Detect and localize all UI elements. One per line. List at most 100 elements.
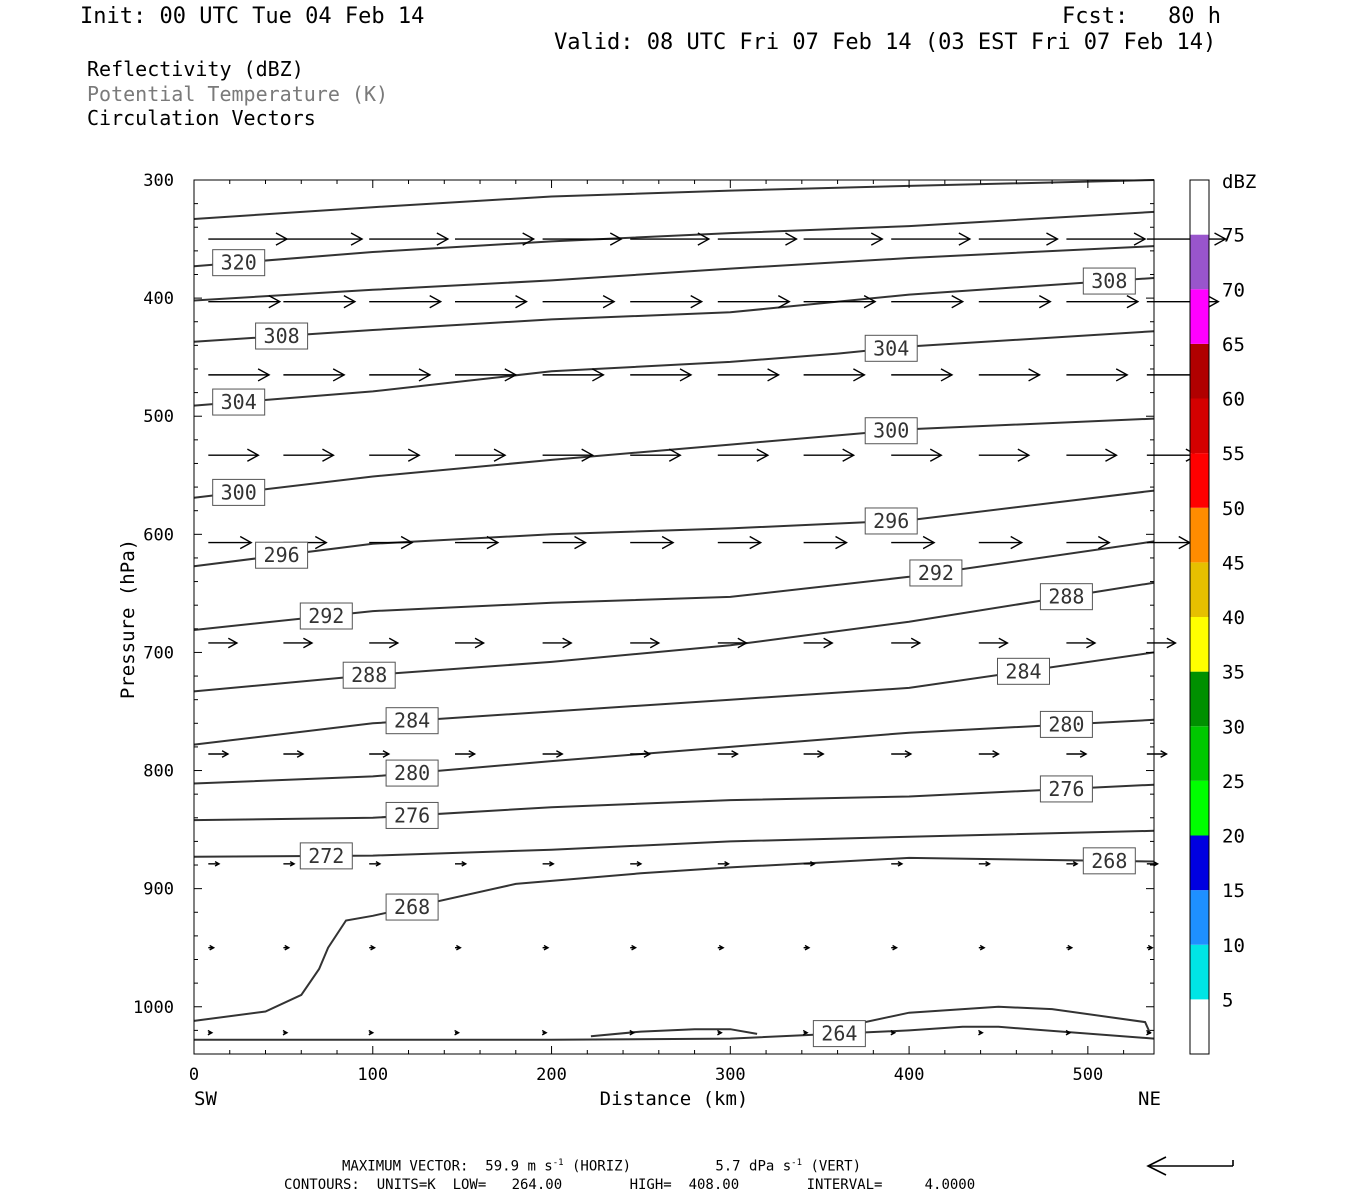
- colorbar-segment: [1190, 999, 1209, 1054]
- contour-label-box: [212, 388, 266, 416]
- contour-label-box: [864, 334, 918, 362]
- vector-head: [892, 944, 899, 951]
- colorbar-segment: [1190, 780, 1209, 836]
- vector-head: [314, 535, 328, 550]
- contour-label-292: 292: [308, 604, 344, 628]
- circulation-vector: [717, 861, 730, 867]
- colorbar-frame: [1189, 179, 1210, 1055]
- vector-head: [1214, 232, 1227, 246]
- circulation-vector: [369, 448, 421, 462]
- vector-head: [400, 535, 414, 550]
- contour-label-box: [385, 707, 439, 735]
- circulation-vector: [978, 1029, 984, 1036]
- circulation-vector: [455, 232, 536, 246]
- valid-time: Valid: 08 UTC Fri 07 Feb 14 (03 EST Fri …: [554, 30, 1217, 55]
- contour-label-308: 308: [264, 324, 300, 348]
- colorbar-label: 65: [1222, 334, 1245, 356]
- contour-label-box: [1039, 583, 1093, 611]
- contour-label-288: 288: [1048, 585, 1084, 609]
- contour-label-276: 276: [394, 803, 430, 827]
- vector-head: [661, 535, 675, 550]
- colorbar-segment: [1190, 453, 1209, 508]
- max-vector-horiz-tag: (HORIZ): [563, 1158, 632, 1175]
- circulation-vector: [455, 294, 528, 309]
- colorbar-segment: [1190, 726, 1209, 781]
- vector-head: [649, 637, 661, 649]
- circulation-vector: [978, 232, 1059, 246]
- circulation-vector: [208, 861, 221, 867]
- x-end-label-ne: NE: [1138, 1088, 1161, 1110]
- circulation-vector: [455, 535, 500, 550]
- circulation-vector: [1065, 1029, 1072, 1036]
- colorbar-label: 15: [1222, 880, 1245, 902]
- vector-head: [257, 368, 271, 382]
- vector-head: [227, 637, 239, 649]
- vector-head: [556, 750, 564, 758]
- y-tick-label: 300: [143, 171, 174, 191]
- circulation-vector: [542, 637, 573, 649]
- contour-label-284: 284: [1005, 659, 1041, 683]
- contour-label-280: 280: [394, 761, 430, 785]
- vector-head: [515, 294, 528, 309]
- circulation-vector: [803, 637, 834, 649]
- colorbar-segment: [1190, 617, 1209, 672]
- circulation-vector: [1146, 535, 1192, 550]
- colorbar-segment: [1190, 890, 1209, 945]
- vector-head: [853, 368, 866, 382]
- max-vector-vert: 5.7 dPa s: [715, 1158, 792, 1175]
- vector-head: [679, 368, 693, 382]
- contour-label-268: 268: [1091, 849, 1127, 873]
- vector-head: [388, 637, 400, 649]
- vector-head: [951, 294, 965, 309]
- circulation-vector: [1066, 294, 1140, 309]
- vector-head: [454, 1029, 461, 1036]
- vector-head: [368, 1029, 375, 1036]
- circulation-vector: [208, 368, 271, 382]
- circulation-vector: [717, 294, 791, 309]
- circulation-vector: [891, 448, 943, 462]
- circulation-vector: [629, 1029, 636, 1036]
- contour-label-box: [299, 842, 353, 870]
- contour-label-box: [385, 801, 439, 829]
- contour-label-box: [909, 559, 963, 587]
- circulation-vector: [208, 750, 230, 758]
- vector-head: [1072, 861, 1079, 867]
- vector-head: [522, 232, 536, 246]
- vector-head: [474, 637, 486, 649]
- vector-head: [504, 368, 518, 382]
- vector-head: [282, 1029, 289, 1036]
- circulation-vector: [1066, 637, 1097, 649]
- colorbar-label: 55: [1222, 443, 1245, 465]
- vector-head: [978, 1029, 984, 1036]
- vector-head: [1079, 750, 1088, 758]
- circulation-vector: [1066, 368, 1129, 382]
- circulation-vector: [891, 232, 972, 246]
- legend-circulation-vectors: Circulation Vectors: [87, 106, 316, 130]
- contour-label-box: [299, 602, 353, 630]
- vector-head: [1133, 232, 1147, 246]
- vector-head: [1017, 448, 1031, 462]
- circulation-vector: [978, 368, 1042, 382]
- dbz-colorbar: 5 10 15 20 25 30 35 40 45 50 55 60 65 70 75: [1189, 179, 1245, 1055]
- vector-head: [1097, 535, 1111, 550]
- vector-head: [562, 637, 573, 649]
- vector-head: [207, 1029, 214, 1036]
- circulation-vector: [1066, 232, 1147, 246]
- vector-head: [904, 750, 913, 758]
- circulation-vector: [542, 750, 564, 758]
- colorbar-label: 40: [1222, 607, 1245, 629]
- circulation-vector: [978, 861, 991, 867]
- isentrope-264: [590, 1028, 758, 1038]
- circulation-vector: [1146, 232, 1227, 246]
- circulation-vector: [978, 750, 1000, 758]
- circulation-vector: [542, 861, 555, 867]
- circulation-vector: [1066, 448, 1118, 462]
- vector-head: [209, 944, 216, 951]
- vector-head: [1067, 944, 1074, 951]
- contour-label-layer: 320 308 308 304 304 300 300 296 296 292 292 288 288 2…: [212, 249, 1136, 1048]
- y-axis-title: Pressure (hPa): [117, 539, 139, 699]
- vector-head: [289, 861, 296, 867]
- circulation-vector: [542, 535, 587, 550]
- vector-head: [602, 294, 616, 309]
